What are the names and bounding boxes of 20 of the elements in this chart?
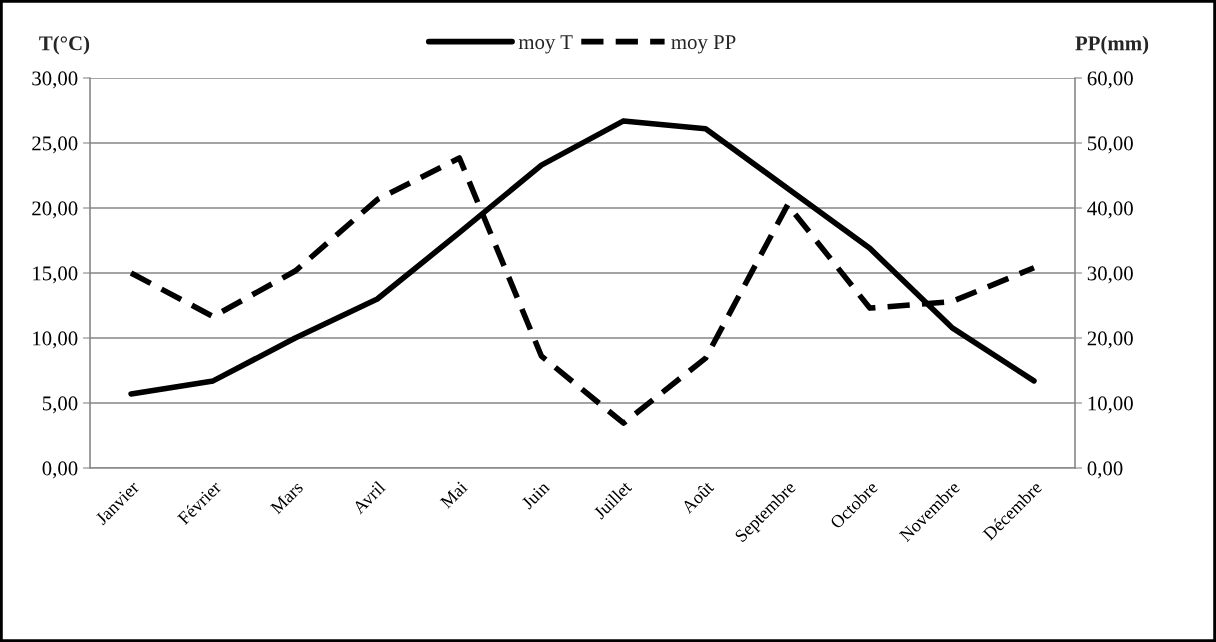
y2-tick-label: 50,00 bbox=[1088, 136, 1133, 154]
x-tick-label: Mai bbox=[439, 480, 469, 509]
y2-tick-label: 30,00 bbox=[1087, 266, 1133, 284]
x-tick-label: Juin bbox=[520, 480, 551, 510]
y-tick-label: 10,00 bbox=[33, 331, 78, 349]
y-axis-title: T(°C) bbox=[39, 35, 90, 55]
y-tick-label: 25,00 bbox=[32, 136, 78, 154]
y-tick-label: 30,00 bbox=[32, 71, 78, 89]
y-tick-label: 5,00 bbox=[42, 396, 78, 414]
y2-tick-label: 10,00 bbox=[1088, 396, 1133, 414]
y-tick-label: 15,00 bbox=[33, 266, 78, 284]
y-tick-label: 0,00 bbox=[42, 461, 78, 479]
y-tick-label: 20,00 bbox=[32, 201, 78, 219]
y2-tick-label: 40,00 bbox=[1087, 201, 1133, 219]
legend-label: moy T bbox=[518, 35, 573, 54]
y2-axis-title: PP(mm) bbox=[1075, 35, 1149, 55]
y2-tick-label: 0,00 bbox=[1087, 461, 1123, 479]
y2-tick-label: 60,00 bbox=[1087, 71, 1133, 89]
legend-label: moy PP bbox=[671, 35, 736, 54]
y2-tick-label: 20,00 bbox=[1087, 331, 1133, 349]
